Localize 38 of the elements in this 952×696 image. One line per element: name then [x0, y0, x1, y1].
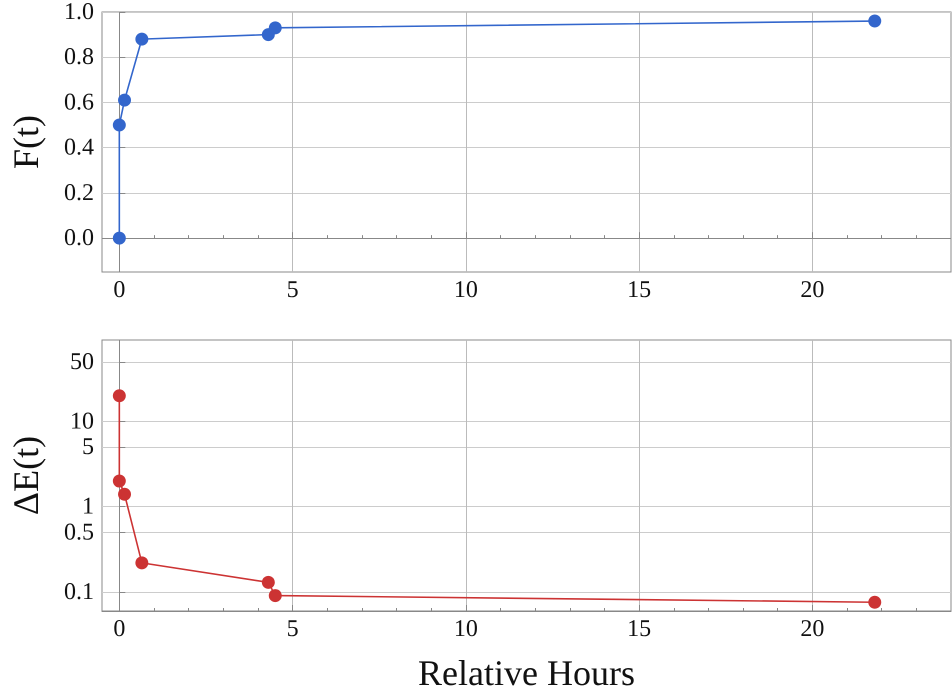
y-axis-title: ΔE(t) — [6, 436, 46, 516]
y-tick-label: 1.0 — [64, 0, 94, 25]
x-tick-label: 15 — [627, 277, 652, 303]
point — [135, 556, 148, 570]
y-tick-label: 5 — [82, 434, 94, 460]
x-tick-label: 10 — [454, 277, 478, 303]
x-tick-label: 10 — [454, 616, 478, 642]
point — [112, 389, 126, 402]
x-tick-label: 5 — [286, 616, 299, 642]
x-tick-label: 0 — [113, 616, 126, 642]
y-tick-label: 0.1 — [64, 579, 94, 606]
x-axis-title: Relative Hours — [418, 653, 635, 693]
point — [262, 576, 275, 589]
y-tick-label: 0.2 — [64, 180, 94, 206]
point — [112, 118, 126, 132]
point — [268, 589, 282, 602]
y-tick-label: 0.8 — [64, 44, 94, 70]
x-tick-label: 20 — [800, 616, 824, 642]
y-tick-label: 0.0 — [64, 225, 94, 252]
point — [868, 14, 882, 28]
point — [135, 32, 148, 46]
y-axis-title: F(t) — [6, 115, 46, 169]
point — [118, 488, 132, 501]
point — [118, 94, 132, 107]
y-tick-label: 0.6 — [64, 89, 94, 116]
y-tick-label: 0.5 — [64, 519, 94, 546]
point — [112, 474, 126, 488]
point — [868, 596, 882, 609]
y-tick-label: 0.4 — [64, 134, 94, 161]
x-tick-label: 20 — [800, 277, 824, 303]
x-tick-label: 15 — [627, 616, 652, 642]
x-tick-label: 5 — [286, 277, 299, 303]
point — [268, 21, 282, 34]
point — [112, 232, 126, 245]
y-tick-label: 1 — [82, 494, 94, 520]
y-tick-label: 10 — [70, 408, 94, 434]
x-tick-label: 0 — [113, 277, 126, 303]
y-tick-label: 50 — [70, 348, 94, 375]
